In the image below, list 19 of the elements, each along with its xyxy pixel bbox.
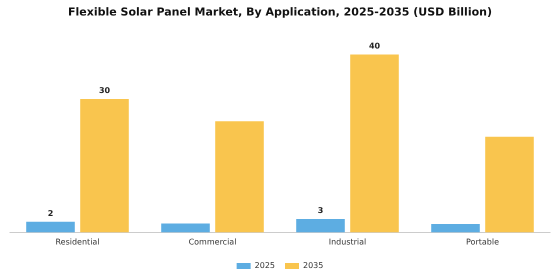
bar <box>296 219 345 232</box>
bar <box>431 224 480 232</box>
bar <box>26 222 75 232</box>
legend-label: 2025 <box>254 261 275 270</box>
bar <box>215 121 264 232</box>
x-tick-label: Residential <box>55 237 100 246</box>
data-label: 40 <box>368 42 380 51</box>
bar <box>485 136 534 232</box>
chart-title: Flexible Solar Panel Market, By Application, 2025-2035 (USD Billion) <box>68 5 492 18</box>
data-label: 3 <box>318 206 324 216</box>
data-label: 30 <box>98 86 110 96</box>
x-tick-label: Commercial <box>188 237 236 246</box>
bar <box>350 54 399 232</box>
x-tick-label: Industrial <box>328 237 366 246</box>
bar <box>80 99 129 232</box>
data-label: 2 <box>48 208 54 218</box>
x-tick-label: Portable <box>466 237 500 246</box>
legend-label: 2035 <box>303 261 324 270</box>
bar <box>161 224 210 232</box>
